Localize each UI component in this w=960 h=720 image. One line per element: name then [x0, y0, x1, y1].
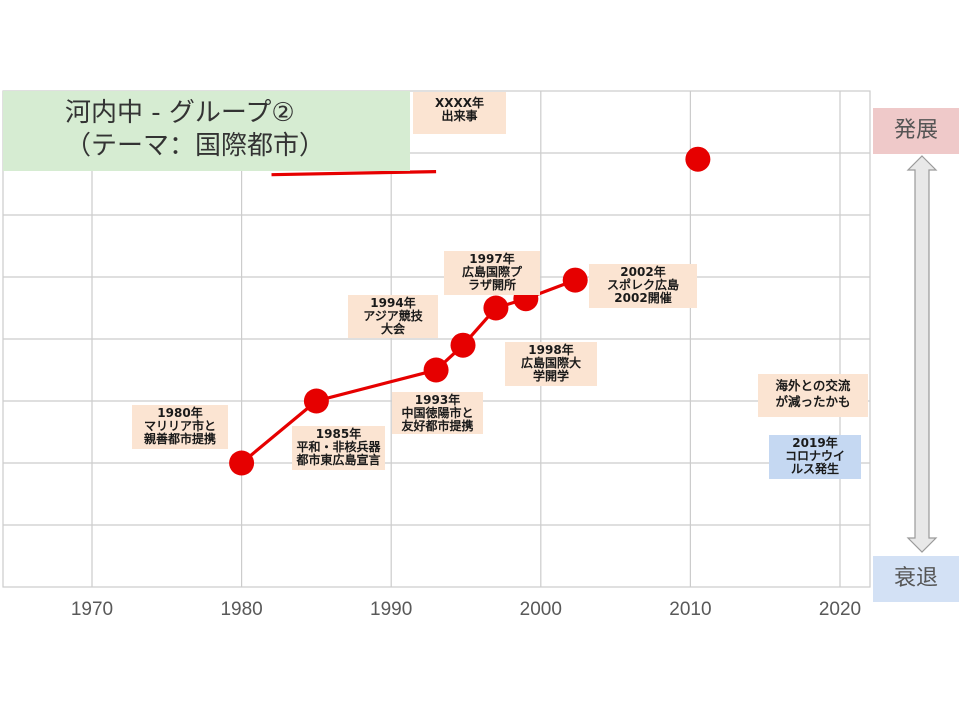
x-tick-label: 2020 — [819, 599, 861, 620]
data-point — [450, 332, 476, 358]
x-tick-label: 2010 — [669, 599, 711, 620]
title-line-2: （テーマ：国際都市） — [65, 131, 326, 161]
data-point — [229, 450, 255, 476]
data-point — [423, 357, 449, 383]
label-down: 衰退 — [873, 556, 959, 602]
label-up: 発展 — [873, 108, 959, 154]
annotation-1993: 1993年 中国徳陽市と 友好都市提携 — [392, 392, 483, 434]
x-tick-label: 2000 — [520, 599, 562, 620]
annotation-2002: 2002年 スポレク広島 2002開催 — [589, 264, 697, 308]
annotation-1980: 1980年 マリリア市と 親善都市提携 — [132, 405, 228, 449]
annotation-note: 海外との交流 が減ったかも — [758, 374, 868, 417]
data-point — [562, 267, 588, 293]
annotation-1994: 1994年 アジア競技 大会 — [348, 295, 438, 338]
annotation-1985: 1985年 平和・非核兵器 都市東広島宣言 — [292, 426, 385, 470]
title-box: 河内中 - グループ② （テーマ：国際都市） — [3, 91, 410, 171]
annotation-1998: 1998年 広島国際大 学開学 — [505, 342, 597, 386]
annotation-1997: 1997年 広島国際プ ラザ開所 — [444, 251, 540, 295]
series-layer — [229, 146, 711, 476]
data-point — [685, 146, 711, 172]
x-tick-label: 1980 — [220, 599, 262, 620]
x-tick-label: 1970 — [71, 599, 113, 620]
double-arrow-icon — [906, 155, 938, 553]
title-line-1: 河内中 - グループ② — [65, 98, 295, 128]
data-point — [483, 295, 509, 321]
x-axis: 1970 1980 1990 2000 2010 2020 — [71, 599, 861, 620]
grid — [2, 90, 871, 588]
data-point — [303, 388, 329, 414]
series-line — [271, 170, 437, 177]
annotation-2019: 2019年 コロナウイ ルス発生 — [769, 435, 861, 479]
legend-box: XXXX年 出来事 — [413, 92, 506, 134]
x-tick-label: 1990 — [370, 599, 412, 620]
